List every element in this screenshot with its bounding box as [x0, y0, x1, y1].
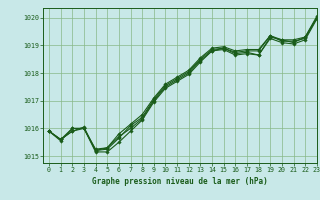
- X-axis label: Graphe pression niveau de la mer (hPa): Graphe pression niveau de la mer (hPa): [92, 177, 268, 186]
